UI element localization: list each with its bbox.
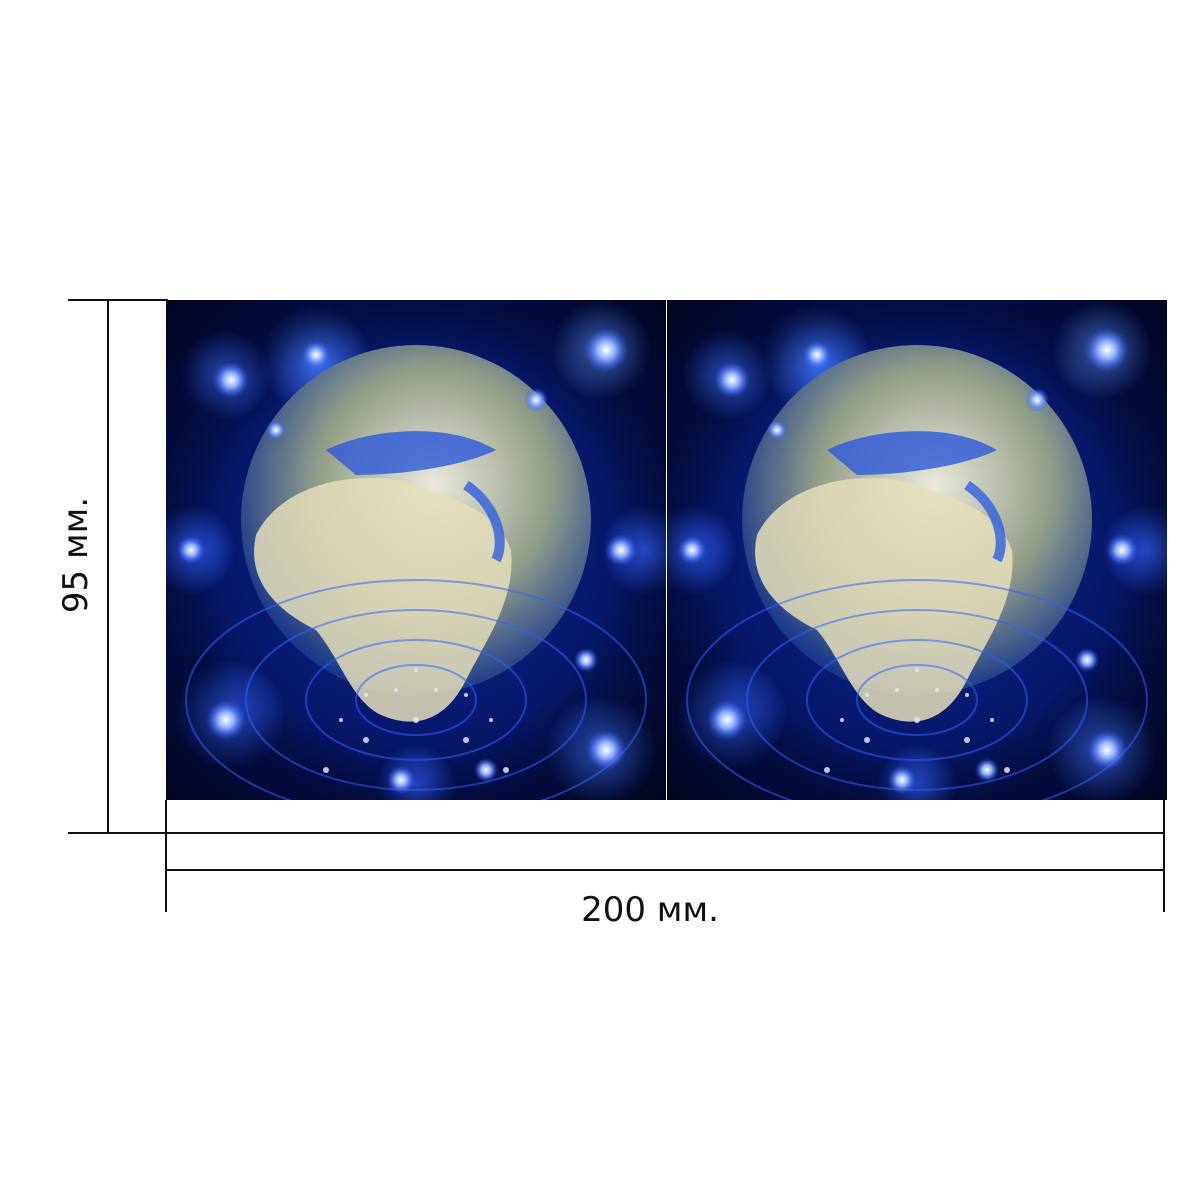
width-dimension-line [165, 869, 1165, 871]
width-left-extension [165, 800, 167, 912]
height-dimension-line [107, 299, 109, 834]
earth-globe-icon [678, 328, 1148, 800]
artwork-panel-left [166, 300, 666, 800]
bottom-extension-line [68, 832, 1165, 834]
width-label: 200 мм. [581, 890, 719, 930]
height-label: 95 мм. [56, 496, 96, 614]
height-top-tick [68, 299, 168, 301]
earth-globe-icon [177, 328, 647, 800]
artwork-panel-right [667, 300, 1167, 800]
width-right-extension [1163, 800, 1165, 912]
